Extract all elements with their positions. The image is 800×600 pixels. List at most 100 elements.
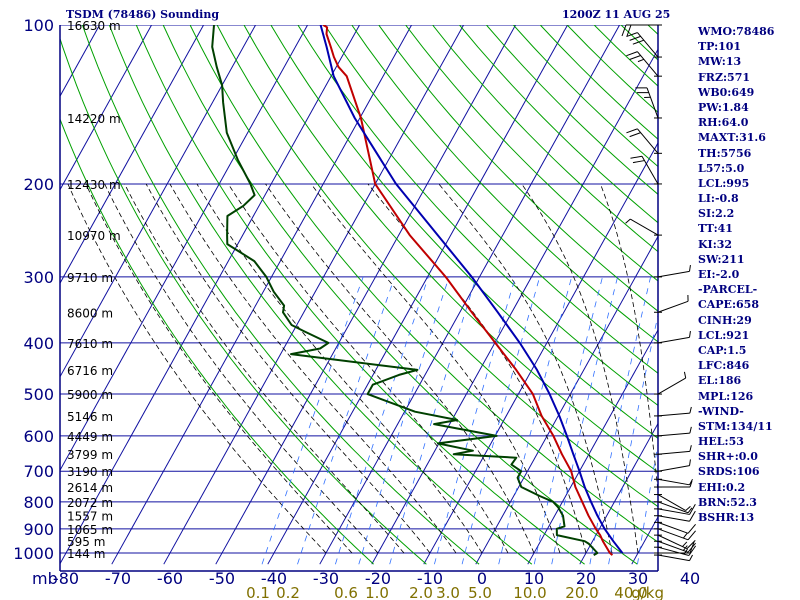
index-item: L57:5.0 — [698, 161, 745, 175]
index-item: EL:186 — [698, 374, 742, 388]
wind-barb — [654, 371, 687, 395]
y-tick-label: 300 — [23, 268, 54, 287]
dry-adiabat-line — [243, 25, 658, 473]
wind-barb — [654, 534, 696, 550]
wind-barb-staff — [637, 51, 659, 77]
wind-barb-staff — [630, 218, 659, 236]
index-item: LI:-0.8 — [698, 192, 739, 206]
wind-barb-staff — [657, 377, 686, 395]
index-item: LCL:921 — [698, 328, 750, 342]
index-item: LCL:995 — [698, 176, 750, 190]
height-label: 144 m — [67, 547, 105, 561]
wind-barb-staff — [657, 494, 686, 511]
height-label: 12430 m — [67, 178, 121, 192]
moist-adiabat-line — [521, 183, 639, 554]
wind-barb — [626, 32, 662, 58]
moist-adiabat-line — [662, 184, 690, 553]
wind-barb — [654, 528, 696, 541]
wind-barb-feather — [626, 51, 638, 57]
wind-barb-feather — [685, 505, 691, 511]
isotherm-line — [60, 25, 361, 565]
wind-barb-feather — [626, 128, 638, 134]
y-tick-label: 800 — [23, 493, 54, 512]
wind-barb-staff — [657, 478, 690, 486]
moist-adiabat-line — [196, 183, 483, 554]
x-tick-label: 40 — [680, 569, 700, 588]
index-item: TT:41 — [698, 222, 733, 236]
wind-barb-feather — [689, 479, 693, 486]
wind-barb-staff — [657, 465, 690, 472]
dry-adiabat-line — [216, 25, 658, 508]
chart-datetime: 1200Z 11 AUG 25 — [562, 8, 671, 21]
wind-barb-staff — [657, 508, 690, 515]
index-item: SI:2.2 — [698, 207, 735, 221]
wind-barb — [654, 494, 691, 511]
wind-barb-feather — [689, 406, 692, 414]
mixing-ratio-label: 1.0 — [365, 584, 389, 600]
wind-barb-staff — [657, 515, 690, 522]
wind-barb-feather — [689, 510, 696, 522]
wind-barb — [626, 51, 662, 77]
index-item: EI:-2.0 — [698, 268, 740, 281]
height-label: 595 m — [67, 535, 105, 549]
isotherm-line — [371, 48, 658, 565]
x-tick-label: -20 — [365, 569, 391, 588]
dry-adiabat-line — [351, 25, 658, 343]
index-item: RH:64.0 — [698, 116, 749, 130]
index-item: -WIND- — [698, 404, 744, 418]
wind-barb — [654, 406, 692, 417]
parcel-trace — [319, 25, 624, 554]
wind-barb — [654, 265, 691, 278]
wind-barb-feather — [626, 24, 632, 37]
isotherm-line — [60, 25, 101, 98]
mixing-ratio-line — [358, 276, 450, 565]
height-label: 14220 m — [67, 112, 121, 126]
height-label: 1065 m — [67, 523, 113, 537]
x-tick-label: -30 — [313, 569, 339, 588]
wind-barb — [654, 459, 691, 472]
isotherm-line — [60, 25, 257, 378]
wind-barb — [654, 294, 689, 313]
wind-barb-feather — [689, 459, 691, 466]
dewpoint-trace — [211, 25, 599, 556]
mixing-ratio-line — [335, 276, 429, 565]
wind-barb-feather — [682, 541, 688, 547]
height-label: 3190 m — [67, 465, 113, 479]
mixing-ratio-line — [389, 276, 477, 565]
chart-title: TSDM (78486) Sounding — [66, 8, 220, 21]
index-item: TP:101 — [698, 40, 742, 54]
wind-barb-feather — [687, 542, 696, 553]
mixing-ratio-line — [297, 276, 396, 565]
wind-barb-staff — [641, 155, 659, 185]
mixing-ratio-unit: g/kg — [631, 584, 664, 600]
x-tick-label: -60 — [157, 569, 183, 588]
dry-adiabat-line — [60, 117, 374, 565]
moist-adiabat-line — [124, 183, 405, 554]
x-tick-label: -50 — [209, 569, 235, 588]
wind-barb — [654, 331, 691, 344]
wind-barb-feather — [632, 160, 645, 164]
wind-barb — [654, 501, 693, 514]
wind-barb-staff — [657, 336, 690, 344]
wind-barb-staff — [657, 432, 690, 437]
height-label: 2614 m — [67, 481, 113, 495]
isotherm-line — [60, 25, 309, 472]
isotherm-line — [60, 25, 153, 191]
wind-barbs — [621, 24, 697, 562]
wind-barb-feather — [689, 554, 693, 561]
wind-barb — [654, 480, 693, 488]
height-label: 8600 m — [67, 306, 113, 320]
wind-barb-feather — [632, 39, 645, 45]
x-tick-label: 0 — [477, 569, 487, 588]
sounding-traces — [211, 25, 624, 556]
wind-barb-feather — [689, 504, 696, 515]
mixing-ratio-line — [533, 276, 603, 565]
mixing-ratio-line — [589, 276, 651, 565]
height-label: 3799 m — [67, 448, 113, 462]
mixing-ratio-label: 2.0 — [409, 584, 433, 600]
index-item: SRDS:106 — [698, 465, 760, 479]
wind-barb — [621, 24, 662, 37]
wind-barb — [654, 510, 696, 522]
height-label: 6716 m — [67, 364, 113, 378]
